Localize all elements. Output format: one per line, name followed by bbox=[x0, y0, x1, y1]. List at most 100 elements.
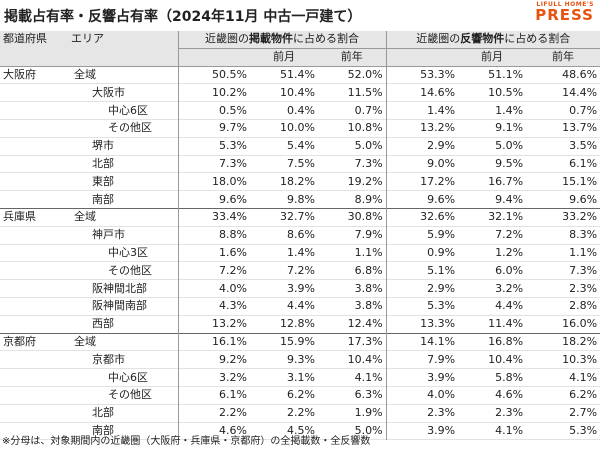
table-row: 京都市 9.2% 9.3% 10.4% 7.9% 10.4% 10.3% bbox=[0, 350, 600, 369]
area-cell: その他区 bbox=[108, 263, 152, 277]
value-cell: 51.1% bbox=[458, 65, 527, 84]
value-cell: 15.9% bbox=[250, 332, 318, 351]
value-cell: 17.3% bbox=[318, 332, 387, 351]
value-cell: 16.1% bbox=[177, 332, 250, 351]
value-cell: 5.9% bbox=[385, 226, 459, 245]
value-cell: 2.8% bbox=[569, 299, 598, 313]
value-cell: 8.9% bbox=[354, 192, 383, 206]
area-cell: 南部 bbox=[92, 423, 114, 437]
logo-bottom: PRESS bbox=[535, 6, 594, 24]
table-row: 大阪市 10.2% 10.4% 11.5% 14.6% 10.5% 14.4% bbox=[0, 83, 600, 102]
logo: LIFULL HOME'S PRESS bbox=[535, 2, 594, 23]
value-cell: 5.8% bbox=[495, 370, 524, 384]
header-group: 近畿圏の反響物件に占める割合 bbox=[385, 31, 600, 49]
value-cell: 9.7% bbox=[177, 119, 250, 138]
value-cell: 1.9% bbox=[354, 406, 383, 420]
area-cell: 北部 bbox=[92, 406, 114, 420]
value-cell: 0.7% bbox=[569, 103, 598, 117]
area-cell: 全域 bbox=[68, 332, 178, 351]
value-cell: 3.8% bbox=[354, 299, 383, 313]
table: 都道府県 エリア 近畿圏の掲載物件に占める割合 近畿圏の反響物件に占める割合 前… bbox=[0, 31, 600, 440]
area-cell: 京都市 bbox=[92, 352, 125, 366]
value-cell: 2.3% bbox=[569, 281, 598, 295]
value-cell: 14.4% bbox=[562, 85, 598, 99]
value-cell: 8.6% bbox=[287, 228, 315, 242]
value-cell: 10.2% bbox=[177, 83, 250, 102]
value-cell: 50.5% bbox=[177, 65, 250, 84]
prefecture-cell bbox=[0, 315, 68, 333]
value-cell: 17.2% bbox=[385, 172, 459, 191]
value-cell: 10.4% bbox=[488, 352, 524, 366]
value-cell: 6.0% bbox=[495, 263, 524, 277]
header-cell: 前年 bbox=[318, 48, 387, 67]
prefecture-cell bbox=[0, 84, 68, 102]
value-cell: 3.9% bbox=[287, 281, 315, 295]
table-row: 阪神間北部 4.0% 3.9% 3.8% 2.9% 3.2% 2.3% bbox=[0, 279, 600, 298]
value-cell: 3.1% bbox=[287, 370, 315, 384]
value-cell: 7.2% bbox=[495, 228, 524, 242]
value-cell: 5.0% bbox=[354, 139, 383, 153]
table-row: 南部 9.6% 9.8% 8.9% 9.6% 9.4% 9.6% bbox=[0, 190, 600, 209]
prefecture-cell bbox=[0, 226, 68, 244]
area-cell: その他区 bbox=[108, 121, 152, 135]
value-cell: 11.4% bbox=[488, 317, 524, 331]
area-cell: 阪神間北部 bbox=[92, 281, 147, 295]
value-cell: 30.8% bbox=[318, 207, 387, 227]
prefecture-cell: 京都府 bbox=[0, 332, 68, 351]
value-cell: 4.4% bbox=[495, 299, 524, 313]
prefecture-cell bbox=[0, 351, 68, 369]
title: 掲載占有率・反響占有率（2024年11月 中古一戸建て） bbox=[4, 9, 362, 25]
value-cell: 9.4% bbox=[495, 192, 524, 206]
value-cell: 10.0% bbox=[280, 121, 315, 135]
table-row: 中心6区 3.2% 3.1% 4.1% 3.9% 5.8% 4.1% bbox=[0, 368, 600, 387]
value-cell: 1.1% bbox=[569, 245, 598, 259]
prefecture-cell bbox=[0, 297, 68, 315]
value-cell: 1.4% bbox=[385, 101, 459, 120]
area-cell: 南部 bbox=[92, 192, 114, 206]
value-cell: 6.3% bbox=[354, 388, 383, 402]
value-cell: 32.7% bbox=[250, 207, 318, 227]
value-cell: 11.5% bbox=[347, 85, 383, 99]
value-cell: 52.0% bbox=[318, 65, 387, 84]
value-cell: 3.8% bbox=[354, 281, 383, 295]
header-cell: 前月 bbox=[458, 48, 527, 67]
value-cell: 3.2% bbox=[177, 368, 250, 387]
area-cell: 東部 bbox=[92, 174, 114, 188]
value-cell: 13.3% bbox=[385, 315, 459, 334]
value-cell: 9.6% bbox=[569, 192, 598, 206]
value-cell: 7.9% bbox=[354, 228, 383, 242]
value-cell: 1.4% bbox=[495, 103, 524, 117]
value-cell: 2.3% bbox=[385, 404, 459, 423]
table-head: 都道府県 エリア 近畿圏の掲載物件に占める割合 近畿圏の反響物件に占める割合 前… bbox=[0, 31, 600, 67]
header-text: 掲載物件 bbox=[249, 32, 294, 46]
value-cell: 4.0% bbox=[385, 386, 459, 405]
value-cell: 3.2% bbox=[495, 281, 524, 295]
table-row: その他区 6.1% 6.2% 6.3% 4.0% 4.6% 6.2% bbox=[0, 386, 600, 405]
header-cell: 前月 bbox=[250, 48, 318, 67]
value-cell: 5.0% bbox=[495, 139, 524, 153]
value-cell: 13.7% bbox=[562, 121, 598, 135]
value-cell: 3.5% bbox=[569, 139, 598, 153]
table-row: 西部 13.2% 12.8% 12.4% 13.3% 11.4% 16.0% bbox=[0, 315, 600, 334]
table-row: その他区 7.2% 7.2% 6.8% 5.1% 6.0% 7.3% bbox=[0, 261, 600, 280]
area-cell: 中心6区 bbox=[108, 370, 148, 384]
area-cell: 全域 bbox=[68, 65, 178, 84]
value-cell: 53.3% bbox=[385, 65, 459, 84]
value-cell: 10.5% bbox=[488, 85, 524, 99]
prefecture-cell: 兵庫県 bbox=[0, 207, 68, 227]
header-text: に占める割合 bbox=[504, 32, 571, 46]
value-cell: 2.2% bbox=[177, 404, 250, 423]
prefecture-cell bbox=[0, 262, 68, 280]
value-cell: 0.9% bbox=[385, 244, 459, 262]
value-cell: 32.6% bbox=[385, 207, 459, 227]
value-cell: 13.2% bbox=[385, 119, 459, 138]
value-cell: 1.6% bbox=[177, 244, 250, 262]
header-text: 近畿圏の bbox=[416, 32, 461, 46]
value-cell: 6.2% bbox=[569, 388, 598, 402]
table-row: 堺市 5.3% 5.4% 5.0% 2.9% 5.0% 3.5% bbox=[0, 137, 600, 156]
table-row: 阪神間南部 4.3% 4.4% 3.8% 5.3% 4.4% 2.8% bbox=[0, 297, 600, 316]
prefecture-cell bbox=[0, 386, 68, 404]
value-cell: 19.2% bbox=[347, 174, 383, 188]
value-cell: 3.9% bbox=[385, 368, 459, 387]
area-cell: 神戸市 bbox=[92, 228, 125, 242]
